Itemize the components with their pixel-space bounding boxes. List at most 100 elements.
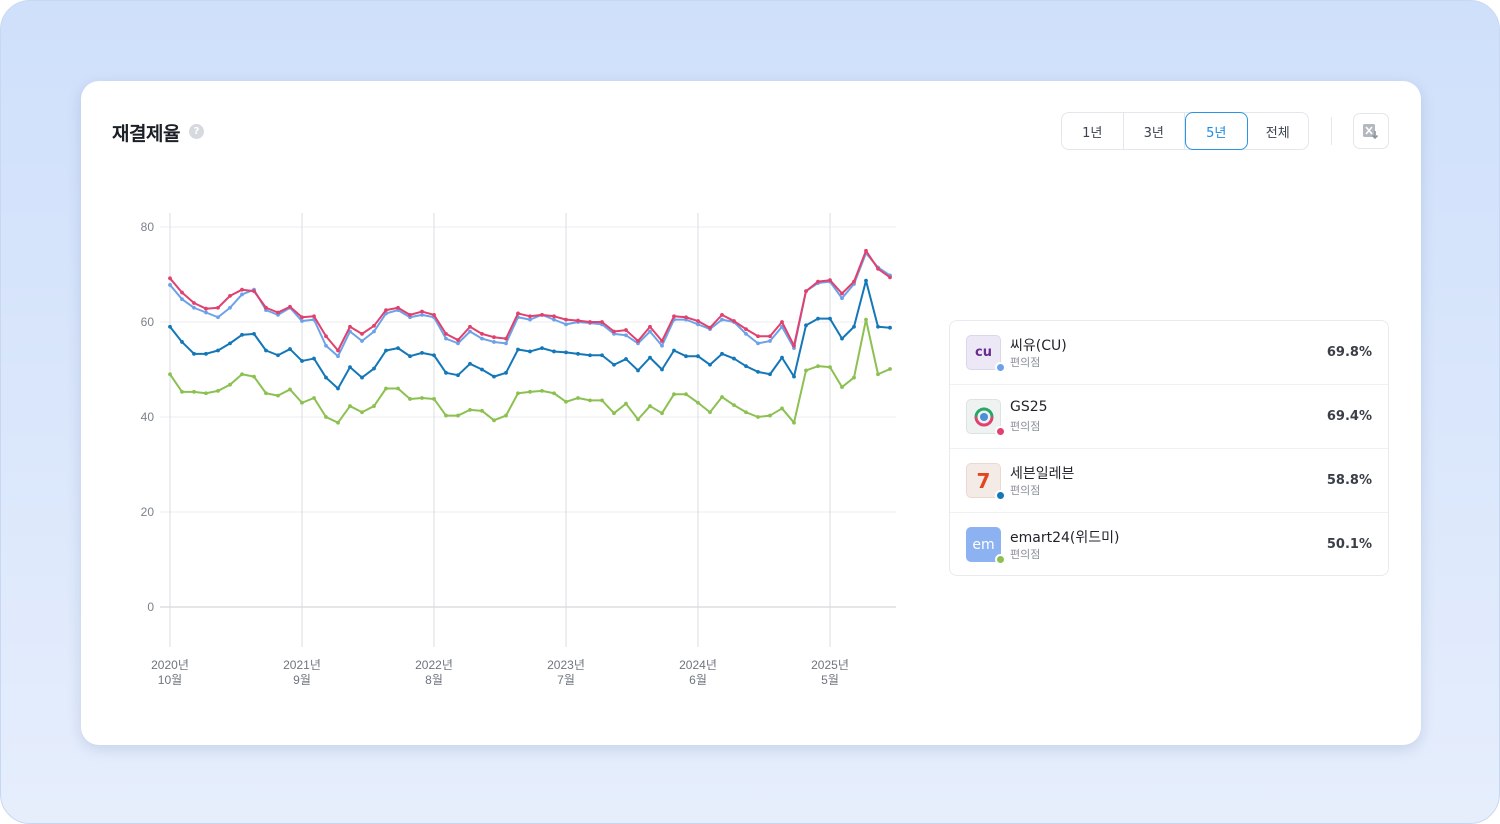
data-point bbox=[456, 338, 460, 342]
data-point bbox=[192, 351, 196, 356]
data-point bbox=[384, 308, 388, 313]
data-point bbox=[756, 334, 760, 339]
data-point bbox=[828, 278, 832, 283]
data-point bbox=[588, 353, 592, 358]
data-point bbox=[792, 343, 796, 348]
data-point bbox=[192, 305, 196, 310]
data-point bbox=[636, 368, 640, 373]
data-point bbox=[768, 372, 772, 377]
data-point bbox=[816, 279, 820, 284]
legend-item-7eleven[interactable]: 7 세븐일레븐 편의점 58.8% bbox=[950, 449, 1388, 513]
data-point bbox=[300, 359, 304, 363]
period-5y-button[interactable]: 5년 bbox=[1185, 112, 1248, 150]
data-point bbox=[444, 370, 448, 375]
data-point bbox=[528, 389, 532, 394]
data-point bbox=[360, 331, 364, 336]
data-point bbox=[672, 348, 676, 353]
data-point bbox=[756, 415, 760, 419]
data-point bbox=[252, 374, 256, 379]
data-point bbox=[600, 353, 604, 358]
data-point bbox=[324, 334, 328, 339]
data-point bbox=[468, 329, 472, 334]
x-tick-label: 2021년 bbox=[283, 658, 321, 672]
data-point bbox=[840, 296, 844, 301]
data-point bbox=[204, 310, 208, 315]
data-point bbox=[852, 279, 856, 284]
data-point bbox=[420, 350, 424, 355]
data-point bbox=[600, 398, 604, 403]
data-point bbox=[468, 407, 472, 412]
gs25-logo-icon bbox=[974, 407, 993, 426]
data-point bbox=[720, 312, 724, 317]
data-point bbox=[396, 386, 400, 391]
data-point bbox=[168, 324, 172, 329]
data-point bbox=[348, 324, 352, 329]
data-point bbox=[888, 325, 892, 330]
data-point bbox=[480, 367, 484, 372]
data-point bbox=[804, 289, 808, 294]
data-point bbox=[468, 324, 472, 329]
data-point bbox=[180, 389, 184, 394]
data-point bbox=[216, 315, 220, 320]
data-point bbox=[420, 309, 424, 314]
data-point bbox=[648, 324, 652, 329]
data-point bbox=[264, 348, 268, 353]
data-point bbox=[552, 349, 556, 354]
data-point bbox=[252, 289, 256, 294]
data-point bbox=[228, 305, 232, 310]
data-point bbox=[648, 355, 652, 360]
data-point bbox=[432, 353, 436, 358]
data-point bbox=[504, 370, 508, 375]
data-point bbox=[504, 341, 508, 346]
data-point bbox=[432, 397, 436, 401]
data-point bbox=[744, 410, 748, 415]
legend-name: emart24(위드미) bbox=[1010, 530, 1120, 546]
period-1y-button[interactable]: 1년 bbox=[1062, 113, 1124, 149]
data-point bbox=[372, 323, 376, 328]
data-point bbox=[792, 420, 796, 425]
legend-item-emart24[interactable]: em emart24(위드미) 편의점 50.1% bbox=[950, 513, 1388, 575]
data-point bbox=[228, 341, 232, 346]
data-point bbox=[888, 367, 892, 371]
x-tick-label: 2023년 bbox=[547, 658, 585, 672]
data-point bbox=[360, 410, 364, 415]
data-point bbox=[408, 312, 412, 317]
data-point bbox=[408, 397, 412, 401]
data-point bbox=[768, 334, 772, 339]
data-point bbox=[288, 347, 292, 351]
series-color-dot bbox=[995, 490, 1006, 501]
data-point bbox=[744, 327, 748, 332]
data-point bbox=[552, 391, 556, 396]
legend-item-cu[interactable]: cu 씨유(CU) 편의점 69.8% bbox=[950, 321, 1388, 385]
legend-category: 편의점 bbox=[1010, 356, 1041, 369]
data-point bbox=[216, 388, 220, 393]
data-point bbox=[444, 413, 448, 418]
data-point bbox=[672, 392, 676, 397]
data-point bbox=[288, 387, 292, 392]
data-point bbox=[864, 248, 868, 253]
data-point bbox=[492, 335, 496, 340]
data-point bbox=[612, 411, 616, 416]
data-point bbox=[852, 375, 856, 380]
data-point bbox=[564, 399, 568, 404]
help-icon[interactable]: ? bbox=[189, 124, 204, 139]
data-point bbox=[444, 336, 448, 341]
data-point bbox=[660, 411, 664, 416]
data-point bbox=[420, 396, 424, 400]
data-point bbox=[204, 391, 208, 396]
data-point bbox=[492, 374, 496, 379]
data-point bbox=[624, 333, 628, 338]
data-point bbox=[540, 346, 544, 351]
data-point bbox=[264, 391, 268, 396]
period-all-button[interactable]: 전체 bbox=[1265, 125, 1290, 141]
excel-download-button[interactable] bbox=[1353, 113, 1389, 149]
toolbar-divider bbox=[1331, 117, 1332, 145]
data-point bbox=[384, 348, 388, 353]
data-point bbox=[876, 324, 880, 329]
data-point bbox=[360, 339, 364, 343]
data-point bbox=[480, 408, 484, 413]
data-point bbox=[624, 357, 628, 361]
data-point bbox=[336, 386, 340, 391]
legend-item-gs25[interactable]: GS25 편의점 69.4% bbox=[950, 385, 1388, 449]
period-3y-button[interactable]: 3년 bbox=[1124, 113, 1185, 149]
